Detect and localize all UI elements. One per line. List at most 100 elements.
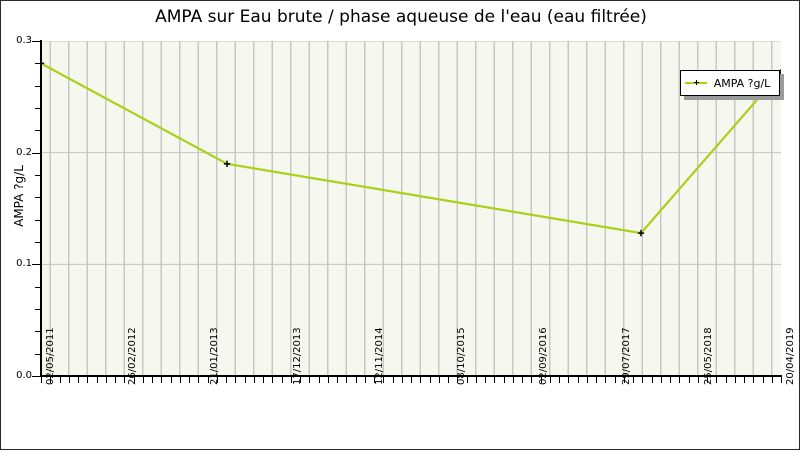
x-tick bbox=[392, 377, 394, 383]
y-tick-major bbox=[32, 376, 41, 377]
y-tick-minor bbox=[35, 331, 41, 333]
x-tick bbox=[596, 377, 597, 383]
y-tick-label: 0.1 bbox=[16, 258, 32, 270]
x-tick bbox=[198, 377, 200, 383]
x-tick bbox=[438, 377, 440, 383]
x-tick bbox=[170, 377, 172, 383]
x-tick bbox=[485, 377, 486, 383]
x-tick-label: 21/01/2013 bbox=[209, 327, 221, 385]
x-tick bbox=[540, 377, 542, 383]
x-tick bbox=[503, 377, 505, 383]
x-tick bbox=[161, 377, 163, 383]
x-tick bbox=[688, 377, 690, 383]
x-tick bbox=[290, 377, 292, 383]
x-tick bbox=[327, 377, 329, 383]
x-tick bbox=[568, 377, 570, 383]
x-tick bbox=[189, 377, 190, 383]
y-axis-tick-labels: 0.0 0.1 0.2 0.3 bbox=[1, 1, 32, 451]
x-tick bbox=[762, 377, 764, 383]
x-tick bbox=[309, 377, 311, 383]
x-tick bbox=[586, 377, 588, 383]
y-tick-minor bbox=[35, 130, 41, 132]
x-tick bbox=[633, 377, 634, 383]
x-tick bbox=[59, 377, 61, 383]
data-series-line bbox=[41, 60, 781, 237]
x-tick bbox=[411, 377, 412, 383]
plot-area bbox=[41, 41, 781, 376]
x-tick bbox=[429, 377, 431, 383]
x-tick bbox=[670, 377, 671, 383]
y-axis-line bbox=[40, 40, 42, 377]
x-tick bbox=[679, 377, 681, 383]
x-tick bbox=[41, 377, 42, 383]
x-tick bbox=[355, 377, 357, 383]
x-tick bbox=[235, 377, 237, 383]
x-tick bbox=[707, 377, 708, 383]
x-tick bbox=[605, 377, 607, 383]
x-tick bbox=[374, 377, 375, 383]
x-tick bbox=[642, 377, 644, 383]
x-tick bbox=[512, 377, 514, 383]
x-tick bbox=[744, 377, 745, 383]
y-tick-minor bbox=[35, 219, 41, 221]
y-tick-minor bbox=[35, 175, 41, 176]
x-tick bbox=[494, 377, 496, 383]
x-tick-label: 02/09/2016 bbox=[538, 327, 550, 385]
x-tick bbox=[124, 377, 126, 383]
x-tick bbox=[364, 377, 366, 383]
x-tick-label: 25/05/2018 bbox=[702, 327, 714, 385]
x-tick bbox=[337, 377, 338, 383]
x-tick-label: 17/12/2013 bbox=[291, 327, 303, 385]
y-tick-minor bbox=[35, 242, 41, 243]
x-tick bbox=[96, 377, 98, 383]
y-tick-major bbox=[32, 152, 41, 154]
y-axis-title: AMPA ?g/L bbox=[12, 165, 26, 227]
x-tick bbox=[133, 377, 135, 383]
y-tick-major bbox=[32, 264, 41, 266]
y-tick-label: 0.3 bbox=[16, 35, 32, 46]
x-tick bbox=[577, 377, 579, 383]
x-tick bbox=[475, 377, 477, 383]
x-tick bbox=[226, 377, 227, 383]
x-tick bbox=[420, 377, 422, 383]
x-tick bbox=[457, 377, 459, 383]
x-tick bbox=[559, 377, 560, 383]
y-tick-minor bbox=[35, 197, 41, 199]
x-tick bbox=[734, 377, 736, 383]
y-tick-minor bbox=[35, 63, 41, 65]
x-tick-label: 20/04/2019 bbox=[785, 327, 796, 385]
y-tick-minor bbox=[35, 108, 41, 109]
chart-title: AMPA sur Eau brute / phase aqueuse de l'… bbox=[155, 7, 647, 27]
x-tick bbox=[651, 377, 653, 383]
y-tick-minor bbox=[35, 309, 41, 310]
x-tick-label: 29/07/2017 bbox=[620, 327, 632, 385]
x-tick bbox=[614, 377, 616, 383]
x-tick-label: 02/05/2011 bbox=[45, 327, 56, 385]
x-tick bbox=[697, 377, 699, 383]
horizontal-gridlines bbox=[41, 41, 781, 265]
x-tick bbox=[115, 377, 116, 383]
legend[interactable]: AMPA ?g/L bbox=[680, 70, 780, 96]
x-tick bbox=[216, 377, 218, 383]
x-tick bbox=[179, 377, 181, 383]
x-tick bbox=[753, 377, 755, 383]
x-tick bbox=[152, 377, 153, 383]
x-tick bbox=[781, 377, 782, 383]
x-tick bbox=[725, 377, 727, 383]
x-tick bbox=[549, 377, 551, 383]
y-tick-minor bbox=[35, 85, 41, 87]
x-tick bbox=[346, 377, 348, 383]
x-tick bbox=[142, 377, 144, 383]
x-tick bbox=[531, 377, 533, 383]
x-tick bbox=[244, 377, 246, 383]
x-tick bbox=[253, 377, 255, 383]
x-tick bbox=[87, 377, 89, 383]
x-tick bbox=[771, 377, 773, 383]
x-tick bbox=[207, 377, 209, 383]
x-tick-label: 12/11/2014 bbox=[373, 327, 385, 385]
x-tick bbox=[448, 377, 449, 383]
y-tick-label: 0.2 bbox=[16, 146, 32, 158]
x-tick bbox=[401, 377, 403, 383]
x-tick bbox=[318, 377, 320, 383]
